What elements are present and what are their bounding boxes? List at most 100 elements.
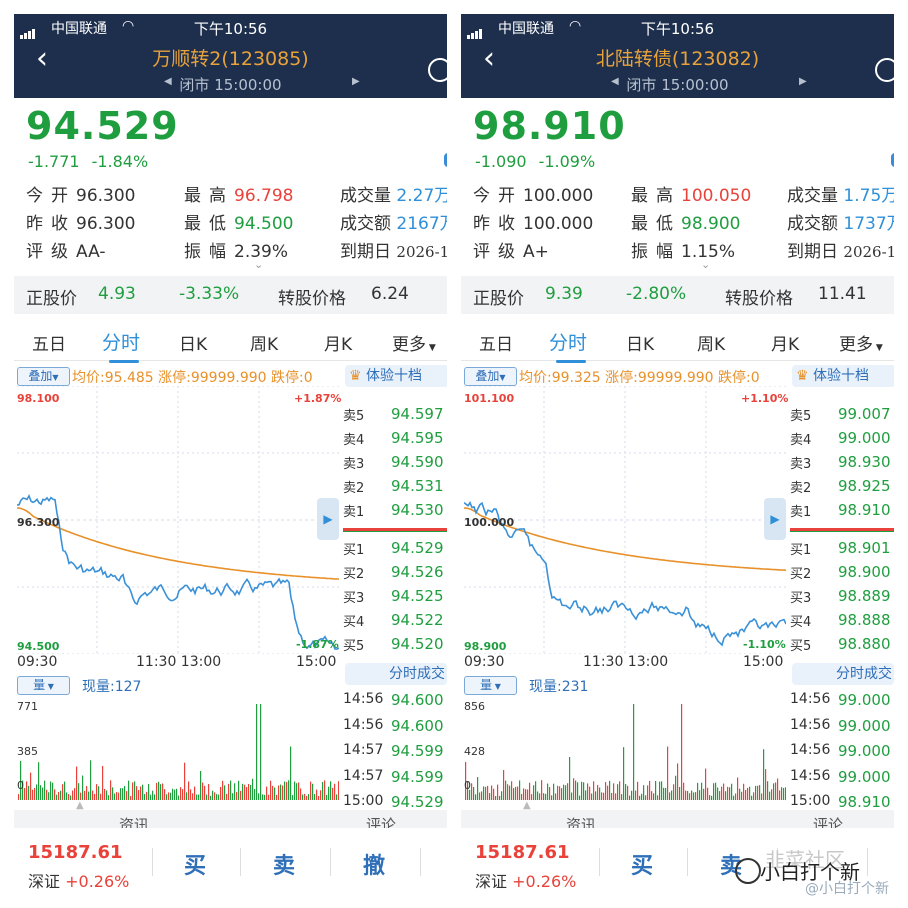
volume-bars — [465, 704, 786, 800]
tab-weekly-k[interactable]: 周K — [250, 335, 279, 355]
watermark-community: 韭菜社区 — [765, 848, 845, 872]
expand-dot-icon[interactable] — [444, 153, 447, 167]
stat-high-label: 最高 — [631, 186, 681, 206]
ask-level-price: 99.007 — [838, 405, 891, 423]
tab-weekly-k[interactable]: 周K — [697, 335, 726, 355]
prev-security-icon[interactable]: ◀ — [164, 76, 172, 87]
ask-level-label: 卖5 — [343, 409, 365, 424]
volume-indicator-button[interactable]: 量 ▼ — [17, 676, 70, 695]
stat-maturity-label: 到期日 — [787, 242, 838, 262]
tab-daily-k[interactable]: 日K — [179, 335, 208, 355]
volume-bar — [258, 793, 260, 800]
volume-bar — [152, 790, 154, 800]
next-security-icon[interactable]: ▶ — [799, 76, 807, 87]
volume-bar — [226, 793, 228, 800]
volume-bar — [545, 793, 547, 800]
volume-bar — [34, 787, 36, 800]
stock-change-pct: -3.33% — [179, 284, 240, 304]
expand-dot-icon[interactable] — [891, 153, 894, 167]
section-separator: ▲ 资讯 评论 — [14, 800, 447, 834]
collapse-panel-icon[interactable]: ▶ — [764, 498, 786, 540]
tab-more[interactable]: 更多 ▼ — [839, 330, 883, 355]
carrier-label: 中国联通 — [498, 21, 554, 37]
search-icon[interactable] — [428, 58, 447, 82]
crown-icon: ♛ — [796, 368, 809, 384]
stat-high: 最高96.798 — [184, 181, 293, 206]
level-ten-header[interactable]: ♛ 体验十档 — [345, 365, 447, 387]
stat-amount-label: 成交额 — [787, 214, 838, 234]
volume-bar — [98, 786, 100, 800]
ask-level-label: 卖1 — [790, 505, 812, 520]
tab-more[interactable]: 更多 ▼ — [392, 330, 436, 355]
more-caret-icon: ▼ — [426, 343, 436, 353]
intraday-chart[interactable] — [17, 386, 339, 654]
volume-bar — [517, 786, 519, 800]
volume-bar — [298, 782, 300, 800]
trade-row: 15:00 98.910 — [790, 793, 891, 811]
change-value: -1.090 — [475, 152, 527, 171]
section-separator: ▲ 资讯 评论 — [461, 800, 894, 834]
index-value: 15187.61 — [475, 842, 570, 863]
volume-bar — [519, 780, 521, 800]
bid-level: 买1 98.901 — [790, 539, 891, 558]
volume-bar — [535, 781, 537, 800]
ask-level-label: 卖5 — [790, 409, 812, 424]
tick-trades-header[interactable]: 分时成交 — [792, 663, 894, 685]
tab-monthly-k[interactable]: 月K — [771, 335, 800, 355]
volume-bar — [583, 782, 585, 800]
next-security-icon[interactable]: ▶ — [352, 76, 360, 87]
volume-bar — [581, 781, 583, 800]
volume-bar — [721, 786, 723, 800]
overlay-button[interactable]: 叠加▼ — [464, 367, 517, 386]
prev-security-icon[interactable]: ◀ — [611, 76, 619, 87]
intraday-chart[interactable] — [464, 386, 786, 654]
bid-level-label: 买4 — [343, 615, 365, 630]
volume-bar — [78, 783, 80, 800]
overlay-button[interactable]: 叠加▼ — [17, 367, 70, 386]
price-line-path — [464, 501, 786, 647]
tab-five-day[interactable]: 五日 — [479, 335, 513, 355]
tab-daily-k[interactable]: 日K — [626, 335, 655, 355]
sell-button[interactable]: 卖 — [273, 854, 296, 879]
volume-bar — [497, 784, 499, 800]
buy-button[interactable]: 买 — [631, 854, 654, 879]
volume-bar — [104, 788, 106, 800]
volume-bars — [18, 704, 339, 800]
back-chevron-icon[interactable]: ‹ — [483, 41, 495, 76]
volume-bar — [330, 781, 332, 800]
volume-bar — [204, 785, 206, 800]
back-chevron-icon[interactable]: ‹ — [36, 41, 48, 76]
collapse-panel-icon[interactable]: ▶ — [317, 498, 339, 540]
volume-bar — [621, 794, 623, 800]
level-ten-header[interactable]: ♛ 体验十档 — [792, 365, 894, 387]
volume-bar — [242, 783, 244, 800]
stat-volume: 成交量 2.27万 — [340, 181, 447, 206]
volume-bar — [90, 760, 92, 800]
buy-button[interactable]: 买 — [184, 854, 207, 879]
search-icon[interactable] — [875, 58, 894, 82]
volume-bar — [252, 778, 254, 800]
volume-bar — [50, 781, 52, 800]
volume-bar — [284, 781, 286, 800]
volume-bar — [635, 790, 637, 800]
ask-level-price: 94.597 — [391, 405, 444, 423]
volume-bar — [324, 780, 326, 800]
expand-chevron-icon[interactable]: ⌄ — [701, 258, 711, 271]
expand-chevron-icon[interactable]: ⌄ — [254, 258, 264, 271]
tab-monthly-k[interactable]: 月K — [324, 335, 353, 355]
tick-trades-header[interactable]: 分时成交 — [345, 663, 447, 685]
volume-indicator-button[interactable]: 量 ▼ — [464, 676, 517, 695]
volume-bar — [270, 780, 272, 800]
volume-bar — [681, 704, 683, 800]
time-break: 11:30 13:00 — [136, 654, 222, 670]
tab-intraday[interactable]: 分时 — [102, 332, 141, 354]
stock-price-label: 正股价 — [473, 289, 524, 309]
volume-bar — [118, 792, 120, 800]
tab-intraday[interactable]: 分时 — [549, 332, 588, 354]
volume-bar — [170, 792, 172, 800]
bid-level: 买4 94.522 — [343, 611, 444, 630]
ask-level-label: 卖3 — [790, 457, 812, 472]
cancel-order-button[interactable]: 撤 — [363, 854, 386, 879]
volume-bar — [336, 794, 338, 800]
tab-five-day[interactable]: 五日 — [32, 335, 66, 355]
